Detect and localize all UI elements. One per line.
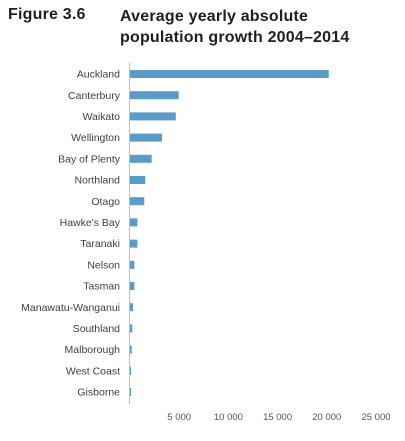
bar-waikato xyxy=(130,112,176,121)
x-tick-label: 20 000 xyxy=(312,412,341,423)
x-tick-labels: 5 000 10 000 15 000 20 000 25 000 xyxy=(167,412,390,423)
category-label: Nelson xyxy=(87,259,120,271)
bar-bay-of-plenty xyxy=(130,154,152,163)
category-label: Waikato xyxy=(82,111,120,123)
bar-taranaki xyxy=(130,239,138,248)
bar-manawatu-wanganui xyxy=(130,303,133,312)
category-label: Canterbury xyxy=(68,90,121,102)
x-tick-label: 15 000 xyxy=(263,412,292,423)
category-label: Taranaki xyxy=(80,238,120,250)
x-tick-label: 10 000 xyxy=(214,412,243,423)
category-label: Manawatu-Wanganui xyxy=(21,302,120,314)
x-tick-label: 25 000 xyxy=(361,412,390,423)
bar-otago xyxy=(130,197,145,206)
bar-tasman xyxy=(130,282,135,290)
bar-auckland xyxy=(130,70,329,78)
bar-series xyxy=(130,70,329,396)
category-label: West Coast xyxy=(66,365,120,377)
bar-nelson xyxy=(130,260,135,269)
category-label: Auckland xyxy=(77,69,120,81)
bar-northland xyxy=(130,176,146,184)
category-labels: Auckland Canterbury Waikato Wellington Bay o… xyxy=(21,69,121,399)
category-label: Gisborne xyxy=(77,387,120,399)
bar-southland xyxy=(130,324,133,333)
category-label: Bay of Plenty xyxy=(58,153,121,165)
category-label: Tasman xyxy=(83,281,120,293)
bar-wellington xyxy=(130,133,162,142)
category-label: Otago xyxy=(91,196,120,208)
category-label: Southland xyxy=(73,323,120,335)
bar-hawke-s-bay xyxy=(130,218,138,227)
category-label: Hawke's Bay xyxy=(60,217,121,229)
figure-title: Average yearly absolute population growt… xyxy=(120,8,350,46)
bar-gisborne xyxy=(130,388,131,396)
figure-number: Figure 3.6 xyxy=(8,6,86,23)
category-label: Northland xyxy=(74,175,120,187)
category-label: Malborough xyxy=(65,344,121,356)
bar-malborough xyxy=(130,345,132,354)
category-label: Wellington xyxy=(71,132,120,144)
bar-west-coast xyxy=(130,366,131,375)
bar-canterbury xyxy=(130,91,179,100)
figure-header: Figure 3.6 Average yearly absolute popul… xyxy=(8,6,398,50)
x-tick-label: 5 000 xyxy=(167,412,191,423)
